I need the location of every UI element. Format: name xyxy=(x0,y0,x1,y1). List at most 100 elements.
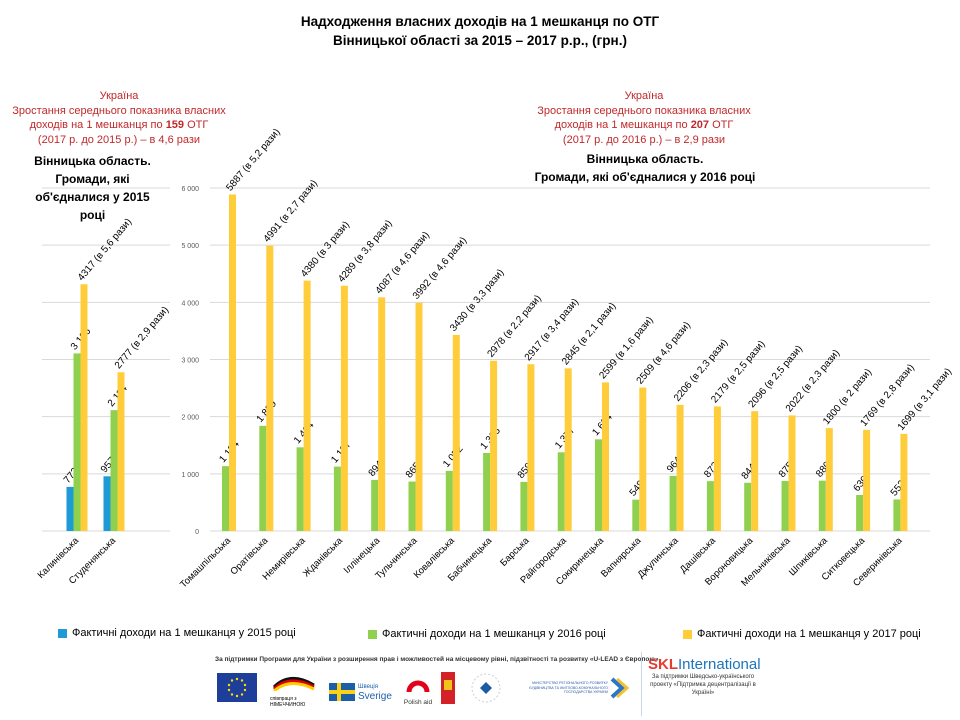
bar-1-1 xyxy=(73,353,81,531)
subhead-line: Громади, які об'єдналися у 2016 році xyxy=(534,170,756,184)
bar-2-0 xyxy=(445,470,453,531)
category-label: Джулинська xyxy=(636,535,682,581)
eu-stars-icon xyxy=(227,677,247,698)
bar-2-0 xyxy=(408,481,416,531)
coat-of-arms-icon xyxy=(444,680,452,690)
bar-1-0 xyxy=(103,476,111,531)
bar-2-0 xyxy=(259,425,267,531)
bar-2-1 xyxy=(415,302,423,531)
y-tick-label: 6 000 xyxy=(181,186,199,193)
estonia-icon xyxy=(471,673,501,703)
swedish-flag-icon xyxy=(329,683,355,701)
data-label: 4317 (в 5,6 рази) xyxy=(76,217,134,284)
bar-2-1 xyxy=(229,194,236,531)
bar-2-1 xyxy=(527,364,535,531)
data-label: 3430 (в 3,3 рази) xyxy=(448,267,506,334)
bar-2-0 xyxy=(483,452,491,531)
bar-2-0 xyxy=(371,479,379,531)
legend-item-2017: Фактичні доходи на 1 мешканця у 2017 роц… xyxy=(683,628,921,640)
bar-2-1 xyxy=(639,387,647,531)
bar-2-0 xyxy=(333,466,341,531)
note-line: Зростання середнього показника власних xyxy=(12,104,226,117)
ukraine-note-right: Україна Зростання середнього показника в… xyxy=(530,89,758,147)
bar-2-0 xyxy=(595,439,602,531)
bar-2-0 xyxy=(669,475,677,531)
legend-item-2015: Фактичні доходи на 1 мешканця у 2015 роц… xyxy=(58,627,296,639)
y-tick-label: 1 000 xyxy=(181,472,199,479)
category-label: Томашпільська xyxy=(178,535,234,591)
bar-1-0 xyxy=(66,486,74,531)
chart-title: Надходження власних доходів на 1 мешканц… xyxy=(0,12,960,50)
bar-2-1 xyxy=(676,404,684,531)
estonia-logo xyxy=(470,672,502,704)
polish-aid-icon xyxy=(406,680,430,693)
germany-text: співпраця з НІМЕЧЧИНОЮ xyxy=(270,696,306,708)
bar-2-1 xyxy=(266,245,274,532)
sweden-logo: Швеція Sverige xyxy=(329,682,392,702)
chart-title-line2: Вінницької області за 2015 – 2017 р.р., … xyxy=(333,33,627,48)
bar-2-1 xyxy=(303,280,311,531)
note-line: доходів на 1 мешканця по 159 ОТГ xyxy=(29,119,209,131)
skl-subtitle: За підтримки Шведсько-українського проек… xyxy=(650,674,756,696)
category-label: Барська xyxy=(498,535,532,569)
footer-divider xyxy=(641,652,642,716)
y-tick-label: 3 000 xyxy=(181,358,199,365)
bar-2-1 xyxy=(452,334,460,531)
legend-swatch-2017 xyxy=(683,629,692,639)
legend-item-2016: Фактичні доходи на 1 мешканця у 2016 роц… xyxy=(368,628,606,640)
legend-label: Фактичні доходи на 1 мешканця у 2015 роц… xyxy=(72,627,296,639)
bar-2-1 xyxy=(564,368,572,531)
bar-2-1 xyxy=(900,433,908,531)
bar-2-0 xyxy=(632,499,640,531)
note-line: Зростання середнього показника власних xyxy=(537,104,751,117)
data-label: 2777 (в 2,9 рази) xyxy=(113,305,171,372)
polish-aid-text: Polish aid xyxy=(403,699,433,706)
bar-2-0 xyxy=(744,482,752,531)
bar-1-2 xyxy=(117,372,125,531)
subhead-2015: Вінницька область. Громади, які об'єднал… xyxy=(20,152,165,224)
polish-aid-logo: Polish aid xyxy=(400,672,436,706)
bar-2-1 xyxy=(863,429,871,531)
bar-2-1 xyxy=(751,411,759,531)
subhead-line: році xyxy=(79,208,106,222)
ukraine-note-left: Україна Зростання середнього показника в… xyxy=(5,89,233,147)
note-heading: Україна xyxy=(624,90,664,102)
chart-title-line1: Надходження власних доходів на 1 мешканц… xyxy=(300,14,660,29)
y-tick-label: 4 000 xyxy=(181,300,199,307)
bar-2-0 xyxy=(706,481,714,531)
bar-2-1 xyxy=(788,415,796,531)
legend-swatch-2016 xyxy=(368,629,377,639)
bar-2-0 xyxy=(296,447,304,531)
legend-label: Фактичні доходи на 1 мешканця у 2016 роц… xyxy=(382,628,606,640)
category-label: Жданівська xyxy=(301,535,346,580)
legend-swatch-2015 xyxy=(58,628,67,638)
note-line: доходів на 1 мешканця по 207 ОТГ xyxy=(554,119,734,131)
subhead-line: Громади, які xyxy=(55,172,130,186)
bar-2-1 xyxy=(825,428,833,531)
coat-of-arms-logo xyxy=(441,672,455,704)
y-tick-label: 2 000 xyxy=(181,415,199,422)
bar-2-1 xyxy=(602,382,609,531)
skl-title: SKLInternational xyxy=(648,656,761,673)
ministry-logo: МІНІСТЕРСТВО РЕГІОНАЛЬНОГО РОЗВИТКУ БУДІ… xyxy=(512,677,634,699)
note-line: (2017 р. до 2016 р.) – в 2,9 рази xyxy=(562,133,726,146)
bar-2-0 xyxy=(557,452,565,531)
german-flag-swoosh-icon xyxy=(272,677,315,693)
bar-2-0 xyxy=(893,499,901,531)
ministry-text: МІНІСТЕРСТВО РЕГІОНАЛЬНОГО РОЗВИТКУ БУДІ… xyxy=(529,681,608,695)
bar-2-0 xyxy=(520,481,528,531)
bar-2-0 xyxy=(856,494,864,531)
subhead-line: об'єдналися у 2015 xyxy=(35,190,150,204)
bar-2-1 xyxy=(378,297,386,531)
y-tick-label: 0 xyxy=(195,529,199,536)
germany-logo: співпраця з НІМЕЧЧИНОЮ xyxy=(270,673,320,708)
bar-2-1 xyxy=(713,406,721,531)
bar-1-2 xyxy=(80,284,88,531)
eu-flag-logo xyxy=(217,673,257,702)
bar-2-0 xyxy=(781,480,789,531)
skl-international-logo: SKLInternational За підтримки Шведсько-у… xyxy=(648,656,761,697)
legend-label: Фактичні доходи на 1 мешканця у 2017 роц… xyxy=(697,628,921,640)
bar-2-0 xyxy=(818,480,826,531)
subhead-line: Вінницька область. xyxy=(34,154,151,168)
